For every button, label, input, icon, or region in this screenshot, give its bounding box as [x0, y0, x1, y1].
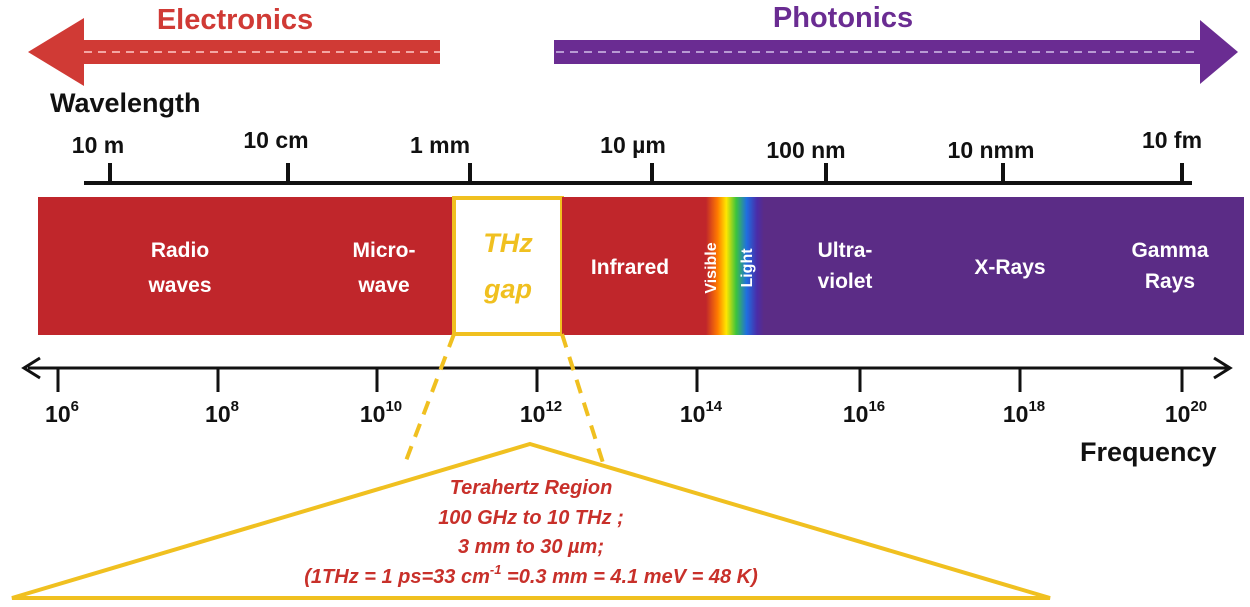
- wavelength-title: Wavelength: [50, 88, 201, 118]
- wavelength-tick-label: 1 mm: [410, 132, 470, 158]
- band-thz-gap: [452, 196, 564, 336]
- terahertz-region-wavelength: 3 mm to 30 µm;: [458, 536, 604, 558]
- frequency-tick-label: 1010: [360, 398, 402, 427]
- band-label-radio: Radio: [151, 239, 209, 262]
- photonics-label: Photonics: [773, 2, 913, 34]
- band-infrared: [562, 197, 710, 335]
- thz-gap-label: THz: [483, 228, 533, 258]
- zoom-line-right: [560, 333, 606, 467]
- terahertz-region-title: Terahertz Region: [450, 477, 613, 499]
- wavelength-tick-label: 100 nm: [766, 137, 845, 163]
- wavelength-tick-label: 10 m: [72, 132, 124, 158]
- terahertz-region-equivalence: (1THz = 1 ps=33 cm-1 =0.3 mm = 4.1 meV =…: [304, 562, 758, 588]
- frequency-ticks: 106 108 1010 1012 1014 1016 1018 1020: [45, 368, 1207, 427]
- visible-label: Visible: [703, 242, 720, 293]
- band-label-ultraviolet: Ultra-: [818, 239, 873, 262]
- frequency-tick-label: 1012: [520, 398, 562, 427]
- band-microwave: [317, 197, 454, 335]
- electronics-label: Electronics: [157, 4, 313, 36]
- band-visible: [706, 197, 764, 335]
- frequency-tick-label: 108: [205, 398, 239, 427]
- band-label-gamma: Gamma: [1131, 239, 1208, 262]
- band-label-infrared: Infrared: [591, 256, 669, 279]
- band-label-radio-2: waves: [147, 274, 211, 297]
- frequency-tick-label: 1016: [843, 398, 885, 427]
- wavelength-tick-label: 10 fm: [1142, 127, 1202, 153]
- band-label-xrays: X-Rays: [974, 256, 1045, 279]
- band-label-ultraviolet-2: violet: [818, 270, 873, 293]
- frequency-tick-label: 1020: [1165, 398, 1207, 427]
- band-ultraviolet: [764, 197, 1244, 335]
- wavelength-tick-label: 10 nmm: [948, 137, 1035, 163]
- terahertz-region-triangle: [11, 441, 1051, 600]
- electronics-arrow: [28, 18, 440, 86]
- terahertz-region-frequency: 100 GHz to 10 THz ;: [438, 507, 624, 529]
- thz-gap-label-2: gap: [483, 274, 532, 304]
- frequency-tick-label: 106: [45, 398, 79, 427]
- frequency-tick-label: 1014: [680, 398, 723, 427]
- band-radio: [38, 197, 318, 335]
- photonics-arrow: [554, 20, 1238, 84]
- spectrum-bar: [38, 196, 1244, 336]
- wavelength-tick-label: 10 cm: [243, 127, 308, 153]
- wavelength-ticks: 10 m 10 cm 1 mm 10 µm 100 nm 10 nmm 10 f…: [72, 127, 1202, 183]
- frequency-axis: [21, 356, 1233, 380]
- wavelength-tick-label: 10 µm: [600, 132, 666, 158]
- frequency-title: Frequency: [1080, 437, 1217, 467]
- band-label-microwave-2: wave: [357, 274, 409, 297]
- band-label-gamma-2: Rays: [1145, 270, 1195, 293]
- zoom-line-left: [402, 333, 456, 467]
- band-label-microwave: Micro-: [353, 239, 416, 262]
- frequency-tick-label: 1018: [1003, 398, 1045, 427]
- light-label: Light: [739, 248, 756, 288]
